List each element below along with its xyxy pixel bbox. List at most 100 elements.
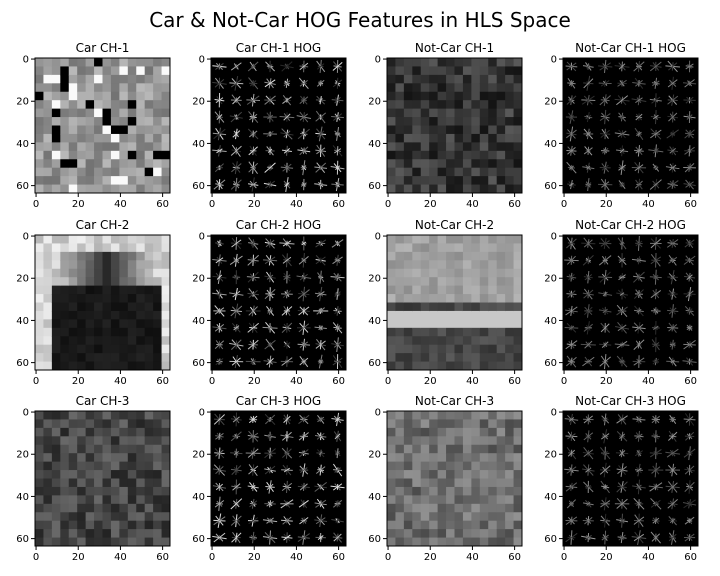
y-tick-label: 40 <box>368 492 381 503</box>
x-tick-label: 0 <box>385 199 391 210</box>
y-tick-label: 0 <box>199 408 205 419</box>
y-tick-label: 20 <box>192 274 205 285</box>
channel-image <box>387 58 523 194</box>
y-tick-label: 0 <box>551 408 557 419</box>
panel-title: Car CH-3 HOG <box>236 394 321 408</box>
panel-12: Not-Car CH-3 HOG 0 0 20 20 40 40 60 60 <box>544 394 699 563</box>
x-tick-label: 40 <box>114 552 127 563</box>
y-tick-label: 40 <box>16 492 29 503</box>
x-tick-label: 20 <box>424 552 437 563</box>
panel-8: Not-Car CH-2 HOG 0 0 20 20 40 40 60 60 <box>544 218 699 387</box>
x-tick-label: 20 <box>600 199 613 210</box>
panel-7: Not-Car CH-2 0 0 20 20 40 40 60 60 <box>368 218 523 387</box>
y-tick-label: 60 <box>16 358 29 369</box>
x-tick-label: 20 <box>600 376 613 387</box>
x-tick-label: 0 <box>385 376 391 387</box>
panel-title: Not-Car CH-3 <box>415 394 494 408</box>
y-tick-label: 60 <box>192 181 205 192</box>
y-tick-label: 0 <box>551 55 557 66</box>
x-tick-label: 40 <box>642 552 655 563</box>
figure-title: Car & Not-Car HOG Features in HLS Space <box>149 8 571 32</box>
channel-image <box>387 235 523 371</box>
channel-image <box>35 411 171 547</box>
x-tick-label: 40 <box>642 199 655 210</box>
y-tick-label: 60 <box>192 358 205 369</box>
hog-image <box>563 411 698 546</box>
panel-4: Not-Car CH-1 HOG 0 0 20 20 40 40 60 60 <box>544 41 699 210</box>
y-tick-label: 40 <box>368 139 381 150</box>
y-tick-label: 40 <box>192 139 205 150</box>
panel-title: Not-Car CH-1 <box>415 41 494 55</box>
x-tick-label: 0 <box>561 199 567 210</box>
y-tick-label: 60 <box>544 181 557 192</box>
x-tick-label: 20 <box>72 552 85 563</box>
panel-title: Not-Car CH-3 HOG <box>575 394 686 408</box>
x-tick-label: 0 <box>209 552 215 563</box>
y-tick-label: 40 <box>368 316 381 327</box>
y-tick-label: 60 <box>368 181 381 192</box>
x-tick-label: 60 <box>156 199 169 210</box>
y-tick-label: 20 <box>544 274 557 285</box>
x-tick-label: 60 <box>684 552 697 563</box>
y-tick-label: 60 <box>192 534 205 545</box>
panel-title: Not-Car CH-1 HOG <box>575 41 686 55</box>
y-tick-label: 40 <box>544 139 557 150</box>
y-tick-label: 40 <box>544 316 557 327</box>
y-tick-label: 20 <box>368 450 381 461</box>
y-tick-label: 0 <box>23 55 29 66</box>
y-tick-label: 0 <box>375 408 381 419</box>
y-tick-label: 0 <box>375 55 381 66</box>
x-tick-label: 40 <box>114 199 127 210</box>
y-tick-label: 40 <box>192 316 205 327</box>
y-tick-label: 60 <box>544 534 557 545</box>
panel-title: Car CH-2 HOG <box>236 218 321 232</box>
x-tick-label: 0 <box>209 376 215 387</box>
x-tick-label: 40 <box>642 376 655 387</box>
y-tick-label: 20 <box>16 450 29 461</box>
x-tick-label: 60 <box>684 199 697 210</box>
panel-title: Car CH-3 <box>76 394 130 408</box>
y-tick-label: 20 <box>544 450 557 461</box>
x-tick-label: 60 <box>508 376 521 387</box>
x-tick-label: 0 <box>33 199 39 210</box>
x-tick-label: 20 <box>72 376 85 387</box>
panel-11: Not-Car CH-3 0 0 20 20 40 40 60 60 <box>368 394 523 563</box>
y-tick-label: 20 <box>368 97 381 108</box>
x-tick-label: 40 <box>290 199 303 210</box>
x-tick-label: 60 <box>684 376 697 387</box>
x-tick-label: 0 <box>33 552 39 563</box>
panel-10: Car CH-3 HOG 0 0 20 20 40 40 60 60 <box>192 394 347 563</box>
x-tick-label: 0 <box>561 552 567 563</box>
x-tick-label: 20 <box>424 199 437 210</box>
panel-1: Car CH-1 0 0 20 20 40 40 60 60 <box>16 41 171 210</box>
y-tick-label: 60 <box>16 534 29 545</box>
panel-6: Car CH-2 HOG 0 0 20 20 40 40 60 60 <box>192 218 347 387</box>
x-tick-label: 40 <box>114 376 127 387</box>
channel-image <box>35 58 171 194</box>
x-tick-label: 40 <box>290 376 303 387</box>
x-tick-label: 60 <box>332 552 345 563</box>
hog-image <box>563 235 698 370</box>
y-tick-label: 60 <box>544 358 557 369</box>
x-tick-label: 40 <box>466 552 479 563</box>
panel-title: Car CH-1 <box>76 41 130 55</box>
x-tick-label: 40 <box>466 199 479 210</box>
y-tick-label: 20 <box>16 97 29 108</box>
y-tick-label: 60 <box>368 534 381 545</box>
y-tick-label: 40 <box>192 492 205 503</box>
hog-image <box>211 235 346 370</box>
panel-title: Not-Car CH-2 <box>415 218 494 232</box>
x-tick-label: 0 <box>209 199 215 210</box>
x-tick-label: 60 <box>156 376 169 387</box>
y-tick-label: 60 <box>368 358 381 369</box>
x-tick-label: 0 <box>561 376 567 387</box>
panel-title: Car CH-1 HOG <box>236 41 321 55</box>
panel-9: Car CH-3 0 0 20 20 40 40 60 60 <box>16 394 171 563</box>
y-tick-label: 0 <box>199 55 205 66</box>
y-tick-label: 20 <box>544 97 557 108</box>
y-tick-label: 0 <box>375 232 381 243</box>
x-tick-label: 20 <box>248 376 261 387</box>
y-tick-label: 0 <box>551 232 557 243</box>
x-tick-label: 20 <box>248 552 261 563</box>
